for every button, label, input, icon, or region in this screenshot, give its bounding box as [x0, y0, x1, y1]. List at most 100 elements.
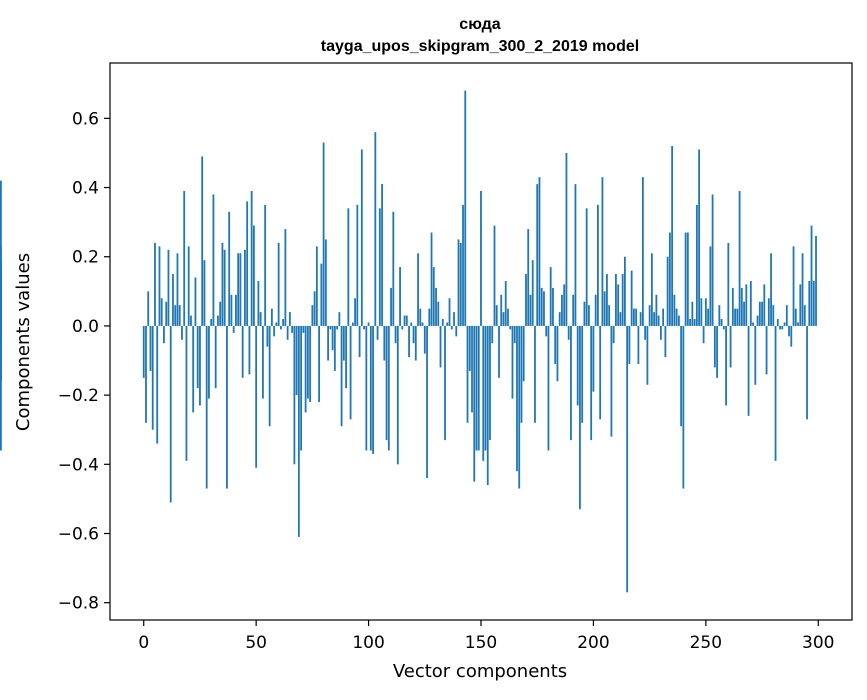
- bar: [801, 253, 804, 326]
- bar: [695, 204, 698, 326]
- bar: [574, 184, 577, 326]
- bar: [531, 260, 534, 326]
- y-tick-label: 0.6: [72, 109, 99, 129]
- bar: [815, 235, 817, 326]
- bar: [279, 325, 282, 330]
- bar: [527, 229, 530, 326]
- bar: [594, 294, 597, 326]
- bar: [725, 325, 727, 406]
- bar: [423, 325, 426, 354]
- bar: [781, 325, 784, 330]
- bar: [498, 325, 500, 378]
- bar: [785, 305, 788, 326]
- bar: [700, 298, 703, 326]
- bar: [367, 322, 370, 326]
- bar: [239, 253, 242, 326]
- bar: [790, 325, 793, 347]
- y-tick-label: 0.4: [72, 179, 99, 199]
- bar: [0, 325, 2, 451]
- y-axis: −0.8 −0.6 −0.4 −0.2 0.0 0.2 0.4 0.6: [58, 109, 110, 614]
- bar: [181, 325, 183, 340]
- bar: [0, 277, 2, 326]
- bar: [253, 225, 255, 326]
- bar: [628, 325, 631, 364]
- bar: [232, 325, 235, 333]
- bar: [309, 325, 312, 403]
- bar: [650, 253, 653, 326]
- y-tick-label: −0.6: [58, 525, 99, 545]
- bar: [709, 246, 712, 326]
- bar: [201, 156, 204, 326]
- bar: [311, 305, 314, 326]
- bar: [196, 325, 199, 389]
- bar: [235, 294, 237, 326]
- bar: [722, 325, 725, 330]
- bar: [291, 325, 294, 333]
- bar: [241, 325, 244, 378]
- bar: [484, 325, 487, 451]
- bar: [297, 325, 300, 537]
- bar: [156, 325, 159, 444]
- bar: [383, 325, 386, 361]
- bar: [356, 204, 359, 326]
- bar: [446, 322, 449, 326]
- bar: [680, 325, 683, 427]
- bar: [684, 232, 687, 326]
- bar: [603, 291, 606, 326]
- bar: [641, 177, 644, 326]
- bar: [223, 249, 226, 326]
- bar: [214, 325, 217, 389]
- bar: [601, 177, 604, 326]
- bar: [799, 284, 802, 326]
- bar: [794, 308, 797, 326]
- bar: [653, 312, 656, 326]
- bar: [185, 325, 188, 461]
- bar: [327, 325, 329, 361]
- bar: [167, 249, 170, 326]
- x-tick-label: 250: [690, 633, 722, 653]
- x-tick-label: 0: [138, 633, 149, 653]
- bar: [228, 211, 231, 326]
- bar: [707, 308, 709, 326]
- bar: [585, 208, 588, 326]
- chart-subtitle: tayga_upos_skipgram_300_2_2019 model: [321, 38, 639, 55]
- chart-title: сюда: [459, 16, 501, 33]
- bar: [686, 232, 689, 326]
- bar: [190, 315, 192, 326]
- bar: [635, 308, 638, 326]
- bar: [637, 325, 640, 364]
- bar: [477, 325, 480, 451]
- bar: [639, 312, 642, 326]
- bar: [320, 263, 323, 326]
- bar: [381, 184, 383, 326]
- bar: [664, 325, 667, 358]
- bar: [432, 267, 435, 326]
- bar: [226, 325, 228, 489]
- bar: [329, 325, 332, 330]
- bar: [387, 325, 390, 451]
- bar: [716, 325, 718, 378]
- bar: [178, 305, 181, 326]
- bar: [187, 246, 190, 326]
- bar: [212, 194, 215, 326]
- bar: [315, 246, 318, 326]
- bar: [691, 301, 694, 326]
- bar: [630, 270, 633, 326]
- bar: [812, 280, 815, 326]
- bar: [217, 315, 219, 326]
- bar: [579, 325, 581, 510]
- bar: [192, 325, 195, 413]
- bar: [758, 301, 761, 326]
- bar: [158, 246, 161, 326]
- bar: [448, 298, 451, 326]
- bar: [673, 294, 676, 326]
- bar: [534, 325, 536, 423]
- x-axis-label: Vector components: [393, 661, 567, 682]
- x-tick-label: 50: [245, 633, 267, 653]
- bar: [453, 312, 455, 326]
- bar: [160, 298, 163, 326]
- bar: [354, 298, 356, 326]
- bar: [749, 280, 752, 326]
- bar: [169, 325, 172, 503]
